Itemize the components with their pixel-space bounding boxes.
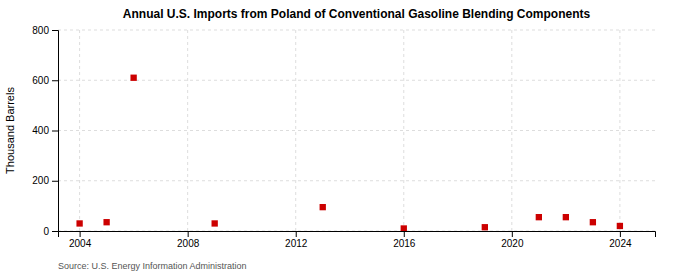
y-axis: 0 200 400 600 800 <box>32 25 58 237</box>
y-tick: 400 <box>32 125 58 136</box>
point <box>536 214 542 220</box>
point <box>617 223 623 229</box>
y-tick-label: 0 <box>43 226 49 237</box>
y-tick-mark <box>52 231 58 232</box>
point <box>76 220 82 226</box>
y-tick-mark <box>52 80 58 81</box>
x-tick: 2016 <box>393 231 416 249</box>
x-grid-line <box>619 30 620 231</box>
x-grid-line <box>79 30 80 231</box>
grid <box>58 30 655 231</box>
chart: 2004 2008 2012 2016 2020 2024 0 200 400 600 800 Ann… <box>0 0 675 275</box>
x-tick-label: 2004 <box>69 238 92 249</box>
y-tick-label: 400 <box>32 125 49 136</box>
x-grid-line <box>403 30 404 231</box>
y-axis-line <box>52 31 59 232</box>
x-axis-line <box>59 232 656 238</box>
x-axis: 2004 2008 2012 2016 2020 2024 <box>59 231 656 249</box>
point <box>103 219 109 225</box>
point <box>320 204 326 210</box>
x-tick-label: 2024 <box>609 238 632 249</box>
y-tick-mark <box>52 181 58 182</box>
x-tick-mark <box>404 231 405 237</box>
x-tick-mark <box>188 231 189 237</box>
x-tick-mark <box>296 231 297 237</box>
plot-area: 2004 2008 2012 2016 2020 2024 0 200 400 600 800 <box>32 25 655 249</box>
y-grid-line <box>58 80 655 81</box>
y-axis-label: Thousand Barrels <box>4 87 16 174</box>
x-tick-label: 2016 <box>393 238 416 249</box>
x-grid-line <box>511 30 512 231</box>
x-tick-label: 2008 <box>177 238 200 249</box>
point <box>401 225 407 231</box>
y-tick-mark <box>52 131 58 132</box>
y-tick-label: 600 <box>32 75 49 86</box>
x-tick-label: 2020 <box>501 238 524 249</box>
y-tick: 0 <box>43 226 58 237</box>
title: Annual U.S. Imports from Poland of Conve… <box>123 7 591 21</box>
x-tick: 2004 <box>69 231 92 249</box>
point <box>482 224 488 230</box>
y-tick: 200 <box>32 175 58 186</box>
x-tick: 2024 <box>609 231 632 249</box>
x-tick-mark <box>512 231 513 237</box>
x-grid-line <box>187 30 188 231</box>
source-note: Source: U.S. Energy Information Administ… <box>58 261 247 271</box>
y-tick-mark <box>52 30 58 31</box>
y-grid-line <box>58 180 655 181</box>
x-tick-label: 2012 <box>285 238 308 249</box>
points <box>76 75 623 231</box>
x-grid-line <box>295 30 296 231</box>
y-tick: 600 <box>32 75 58 86</box>
point <box>590 219 596 225</box>
point <box>212 220 218 226</box>
x-tick: 2012 <box>285 231 308 249</box>
y-grid-line <box>58 130 655 131</box>
y-grid-line <box>58 30 655 31</box>
x-tick: 2008 <box>177 231 200 249</box>
y-tick-label: 200 <box>32 175 49 186</box>
x-tick-mark <box>80 231 81 237</box>
x-tick: 2020 <box>501 231 524 249</box>
y-tick: 800 <box>32 25 58 36</box>
point <box>130 75 136 81</box>
x-tick-mark <box>620 231 621 237</box>
y-tick-label: 800 <box>32 25 49 36</box>
point <box>563 214 569 220</box>
